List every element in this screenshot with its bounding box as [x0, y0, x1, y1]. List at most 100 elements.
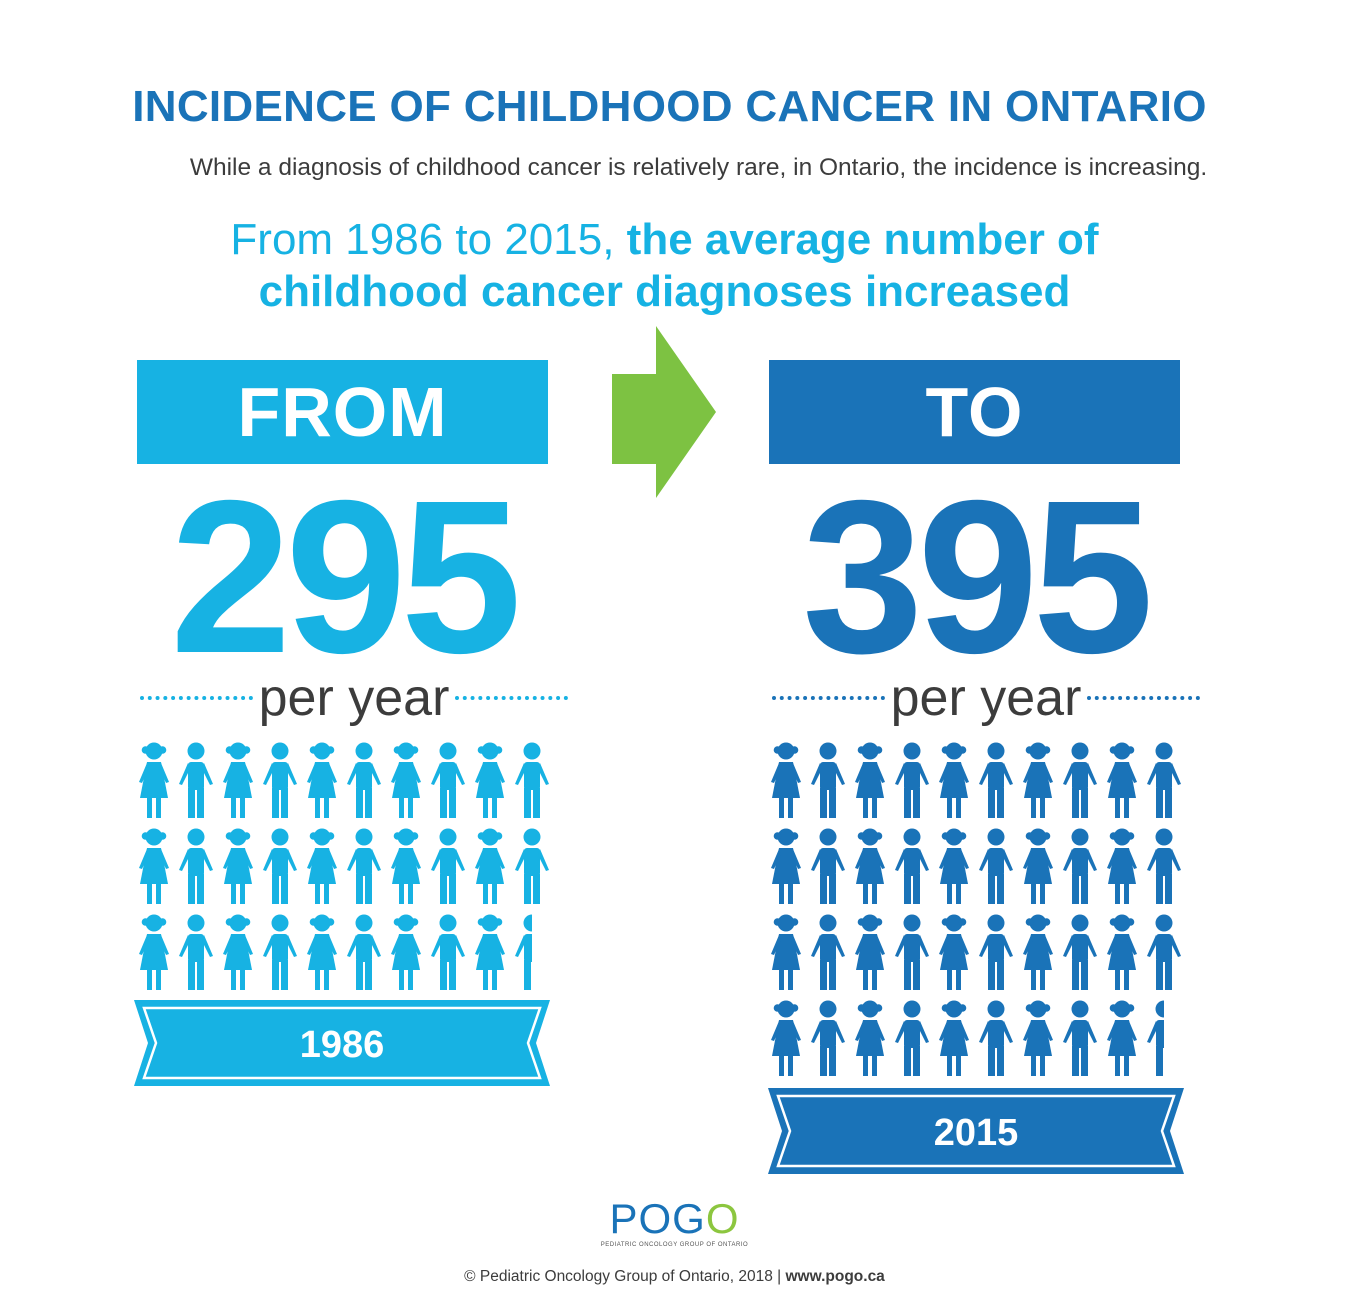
- to-year: 2015: [934, 1112, 1019, 1154]
- girl-icon: [855, 914, 885, 990]
- boy-icon: [431, 828, 465, 904]
- girl-icon: [1107, 828, 1137, 904]
- boy-icon: [1147, 828, 1181, 904]
- boy-icon: [1063, 914, 1097, 990]
- headline: From 1986 to 2015, the average number of…: [0, 214, 1339, 318]
- boy-icon: [979, 914, 1013, 990]
- boy-icon: [179, 828, 213, 904]
- girl-icon: [391, 914, 421, 990]
- boy-icon: [895, 914, 929, 990]
- girl-icon: [771, 1000, 801, 1076]
- boy-icon: [1063, 1000, 1097, 1076]
- girl-icon: [307, 742, 337, 818]
- ribbon-shape: [134, 1000, 550, 1086]
- from-number: 295: [170, 456, 522, 699]
- footer-link[interactable]: www.pogo.ca: [785, 1268, 885, 1285]
- boy-icon: [895, 828, 929, 904]
- girl-icon: [771, 914, 801, 990]
- girl-icon: [223, 742, 253, 818]
- ribbon-border: [776, 1094, 1176, 1168]
- girl-icon: [307, 828, 337, 904]
- girl-icon: [771, 742, 801, 818]
- headline-part-3: childhood cancer diagnoses increased: [258, 267, 1071, 316]
- boy-icon: [263, 828, 297, 904]
- girl-icon: [391, 828, 421, 904]
- girl-icon: [475, 828, 505, 904]
- to-per-year-label: per year: [890, 669, 1082, 727]
- girl-icon: [855, 742, 885, 818]
- boy-icon: [347, 828, 381, 904]
- girl-icon: [1023, 914, 1053, 990]
- girl-icon: [1107, 914, 1137, 990]
- girl-icon: [939, 914, 969, 990]
- boy-icon: [431, 742, 465, 818]
- to-people-grid: [771, 742, 1181, 1076]
- dotted-line-left: [140, 696, 253, 700]
- boy-icon: [431, 914, 465, 990]
- girl-icon: [139, 828, 169, 904]
- dotted-line-right: [455, 696, 569, 700]
- boy-icon: [811, 914, 845, 990]
- to-year-ribbon: 2015: [768, 1088, 1184, 1174]
- girl-icon: [1107, 742, 1137, 818]
- boy-icon: [179, 914, 213, 990]
- girl-icon: [939, 742, 969, 818]
- boy-icon: [515, 742, 549, 818]
- footer: © Pediatric Oncology Group of Ontario, 2…: [0, 1268, 1349, 1286]
- girl-icon: [855, 828, 885, 904]
- boy-icon: [811, 1000, 845, 1076]
- boy-icon: [179, 742, 213, 818]
- boy-icon: [979, 742, 1013, 818]
- pogo-logo: POGO PEDIATRIC ONCOLOGY GROUP OF ONTARIO: [0, 1195, 1349, 1249]
- to-per-year: per year: [766, 668, 1206, 728]
- boy-icon: [895, 742, 929, 818]
- boy-icon: [1147, 742, 1181, 818]
- logo-wordmark: POGO: [609, 1195, 740, 1242]
- girl-icon: [1023, 1000, 1053, 1076]
- boy-icon: [979, 828, 1013, 904]
- girl-icon: [1107, 1000, 1137, 1076]
- boy-icon-partial: [515, 914, 532, 990]
- girl-icon: [223, 828, 253, 904]
- arrow-shape: [612, 326, 716, 498]
- boy-icon: [895, 1000, 929, 1076]
- boy-icon: [811, 828, 845, 904]
- girl-icon: [139, 914, 169, 990]
- headline-part-1: From 1986 to 2015,: [230, 215, 627, 264]
- ribbon-border: [142, 1006, 542, 1080]
- to-number: 395: [802, 456, 1154, 699]
- page-subtitle: While a diagnosis of childhood cancer is…: [189, 154, 1208, 181]
- to-label-band: TO: [769, 360, 1180, 464]
- footer-copyright: © Pediatric Oncology Group of Ontario, 2…: [464, 1268, 786, 1285]
- from-year: 1986: [300, 1024, 385, 1066]
- from-year-ribbon: 1986: [134, 1000, 550, 1086]
- girl-icon: [1023, 742, 1053, 818]
- from-label-band: FROM: [137, 360, 548, 464]
- girl-icon: [391, 742, 421, 818]
- boy-icon: [1147, 914, 1181, 990]
- boy-icon: [979, 1000, 1013, 1076]
- girl-icon: [475, 914, 505, 990]
- girl-icon: [139, 742, 169, 818]
- boy-icon: [263, 742, 297, 818]
- from-per-year: per year: [134, 668, 574, 728]
- boy-icon: [263, 914, 297, 990]
- boy-icon: [347, 914, 381, 990]
- boy-icon: [515, 828, 549, 904]
- boy-icon-partial: [1147, 1000, 1164, 1076]
- boy-icon: [347, 742, 381, 818]
- from-people-grid: [139, 742, 549, 990]
- from-per-year-label: per year: [258, 669, 450, 727]
- boy-icon: [811, 742, 845, 818]
- girl-icon: [855, 1000, 885, 1076]
- girl-icon: [475, 742, 505, 818]
- girl-icon: [771, 828, 801, 904]
- girl-icon: [223, 914, 253, 990]
- logo-tagline: PEDIATRIC ONCOLOGY GROUP OF ONTARIO: [600, 1242, 749, 1248]
- boy-icon: [1063, 828, 1097, 904]
- ribbon-shape: [768, 1088, 1184, 1174]
- girl-icon: [939, 828, 969, 904]
- page-title: INCIDENCE OF CHILDHOOD CANCER IN ONTARIO: [132, 82, 1207, 131]
- girl-icon: [939, 1000, 969, 1076]
- dotted-line-right: [1087, 696, 1201, 700]
